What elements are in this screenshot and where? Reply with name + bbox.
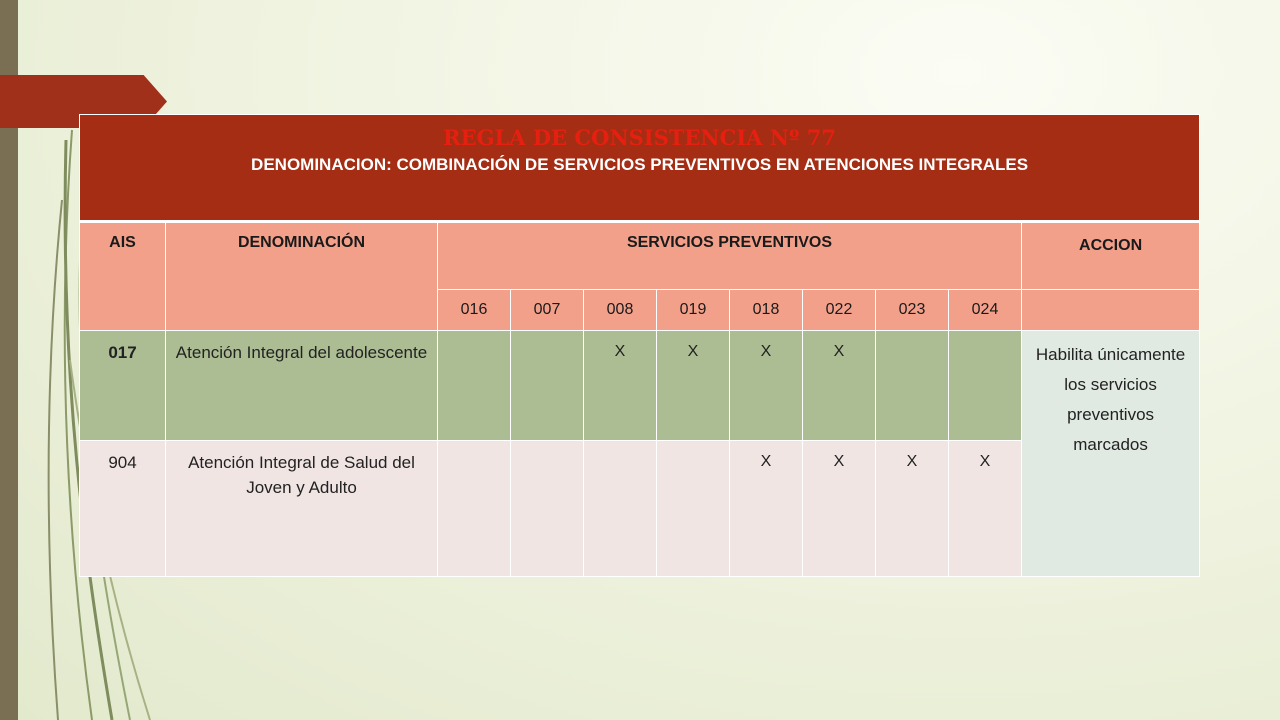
service-mark-cell [437, 440, 511, 577]
service-mark [438, 331, 510, 343]
service-mark [949, 331, 1021, 343]
header-accion: ACCION [1020, 221, 1201, 290]
header-servicios: SERVICIOS PREVENTIVOS [437, 221, 1022, 290]
denominacion-text: Atención Integral del adolescente [175, 343, 428, 362]
service-code: 008 [583, 289, 657, 331]
service-mark: X [760, 343, 772, 360]
service-mark-cell: X [875, 440, 949, 577]
header-accion-label: ACCION [1079, 237, 1143, 254]
header-accion-empty [1020, 289, 1201, 331]
service-mark: X [979, 453, 991, 470]
service-mark-cell: X [729, 440, 803, 577]
header-ais-label: AIS [109, 234, 136, 251]
service-mark: X [833, 453, 845, 470]
left-accent-bar [0, 0, 18, 720]
denominacion-cell: Atención Integral del adolescente [165, 330, 438, 441]
denominacion-text: Atención Integral de Salud del Joven y A… [188, 453, 415, 497]
service-code: 018 [729, 289, 803, 331]
service-mark-cell [656, 440, 730, 577]
service-mark-cell [510, 330, 584, 441]
service-mark [438, 441, 510, 453]
service-mark [657, 441, 729, 453]
header-ais: AIS [79, 221, 166, 331]
service-mark-cell: X [656, 330, 730, 441]
service-mark-cell [948, 330, 1022, 441]
service-mark-cell [583, 440, 657, 577]
denominacion-cell: Atención Integral de Salud del Joven y A… [165, 440, 438, 577]
table-row: 904 Atención Integral de Salud del Joven… [79, 440, 1200, 577]
service-mark-cell: X [583, 330, 657, 441]
service-code: 024 [948, 289, 1022, 331]
ais-code-cell: 904 [79, 440, 166, 577]
service-mark-cell: X [948, 440, 1022, 577]
service-mark [584, 441, 656, 453]
accion-text: Habilita únicamente los servicios preven… [1035, 345, 1186, 454]
service-code: 016 [437, 289, 511, 331]
service-code: 019 [656, 289, 730, 331]
accion-cell: Habilita únicamente los servicios preven… [1020, 330, 1201, 577]
service-mark [511, 331, 583, 343]
service-mark: X [687, 343, 699, 360]
service-mark [876, 331, 948, 343]
rule-subtitle: DENOMINACION: COMBINACIÓN DE SERVICIOS P… [251, 155, 1029, 174]
service-mark-cell: X [802, 440, 876, 577]
service-code: 023 [875, 289, 949, 331]
consistency-rule-table: REGLA DE CONSISTENCIA Nº 77 DENOMINACION… [78, 114, 1201, 577]
service-code: 022 [802, 289, 876, 331]
service-mark: X [614, 343, 626, 360]
ais-code-cell: 017 [79, 330, 166, 441]
service-mark-cell [510, 440, 584, 577]
service-mark [511, 441, 583, 453]
header-denominacion-label: DENOMINACIÓN [237, 234, 366, 251]
service-mark-cell: X [802, 330, 876, 441]
ais-code: 904 [108, 453, 137, 472]
service-mark-cell [875, 330, 949, 441]
service-code: 007 [510, 289, 584, 331]
table-row: 017 Atención Integral del adolescente X … [79, 330, 1201, 577]
header-servicios-label: SERVICIOS PREVENTIVOS [626, 234, 833, 251]
service-mark-cell [437, 330, 511, 441]
service-mark: X [833, 343, 845, 360]
header-denominacion: DENOMINACIÓN [165, 221, 438, 331]
service-mark: X [760, 453, 772, 470]
rule-title: REGLA DE CONSISTENCIA Nº 77 [443, 125, 836, 150]
service-mark-cell: X [729, 330, 803, 441]
service-mark: X [906, 453, 918, 470]
ais-code: 017 [108, 343, 137, 362]
title-cell: REGLA DE CONSISTENCIA Nº 77 DENOMINACION… [78, 114, 1201, 223]
